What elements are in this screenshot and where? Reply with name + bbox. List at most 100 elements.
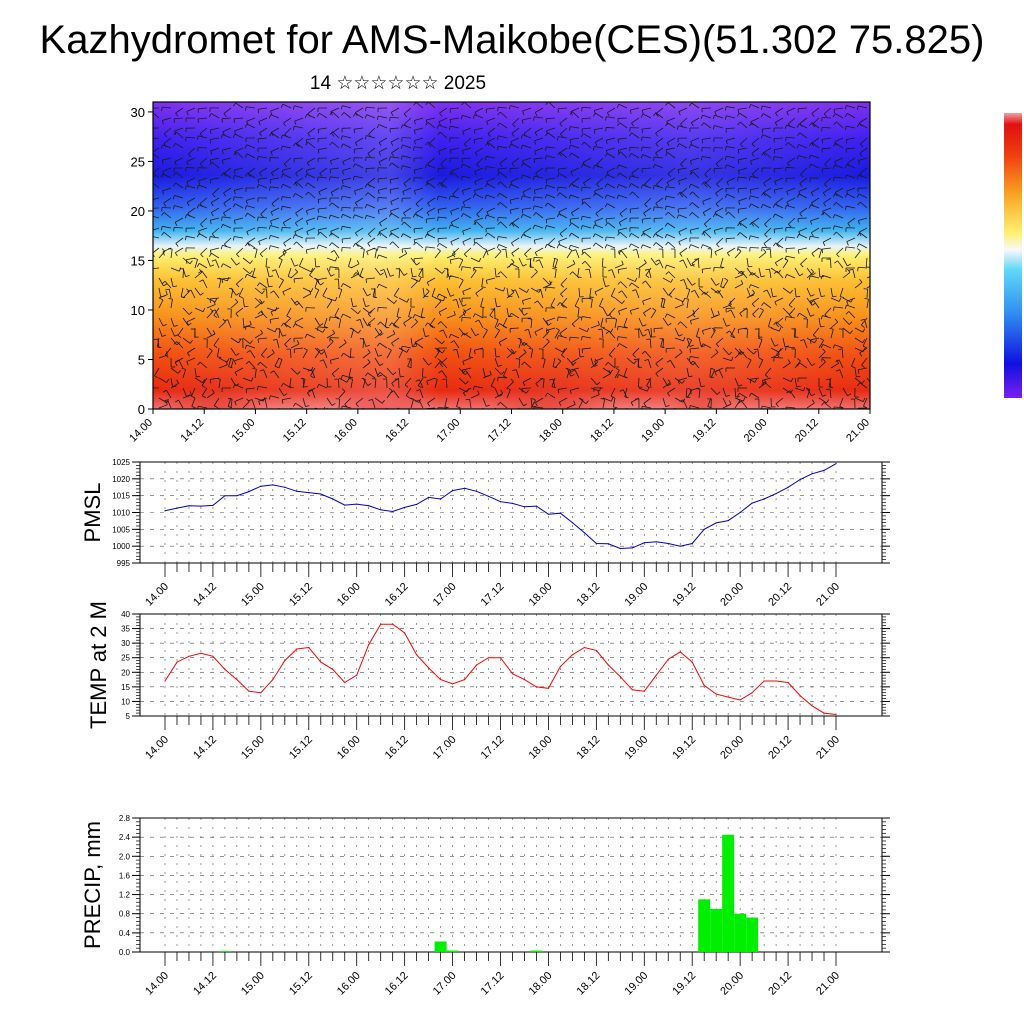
- wind-barb: [415, 342, 424, 349]
- wind-barb-flag: [516, 417, 520, 418]
- wind-barb-flag: [352, 112, 356, 117]
- wind-barb: [499, 323, 508, 329]
- wind-barb: [178, 399, 184, 409]
- wind-barb: [725, 127, 736, 129]
- wind-barb: [594, 146, 604, 149]
- wind-barb: [697, 258, 700, 269]
- wind-barb-flag: [360, 248, 365, 250]
- wind-barb-flag: [475, 293, 479, 297]
- wind-barb: [852, 269, 856, 279]
- wind-barb: [386, 267, 391, 277]
- wind-barb-flag: [498, 342, 502, 347]
- wind-barb: [859, 117, 868, 124]
- wind-barb-flag: [421, 316, 426, 319]
- wind-barb-flag: [221, 216, 223, 221]
- wind-barb-flag: [377, 321, 381, 326]
- wind-barb: [666, 233, 676, 239]
- wind-barb-flag: [655, 113, 659, 117]
- wind-barb-flag: [474, 171, 477, 176]
- wind-barb: [666, 195, 676, 199]
- y-tick-label: 1005: [112, 525, 130, 534]
- wind-barb-flag: [844, 205, 847, 211]
- wind-barb-flag: [580, 133, 584, 138]
- wind-barb: [506, 351, 514, 359]
- wind-barb: [414, 213, 424, 219]
- wind-barb: [264, 399, 268, 409]
- wind-barb: [187, 347, 196, 354]
- wind-barb-flag: [403, 212, 407, 217]
- wind-barb-flag: [256, 386, 259, 391]
- data-point: [715, 522, 717, 524]
- wind-barb: [762, 105, 772, 109]
- wind-barb: [606, 174, 616, 179]
- wind-barb-flag: [664, 222, 668, 227]
- wind-barb-flag: [200, 253, 204, 258]
- wind-barb-flag: [720, 286, 725, 289]
- wind-barb: [594, 357, 604, 362]
- wind-barb-flag: [599, 305, 604, 309]
- wind-barb: [726, 155, 736, 159]
- wind-barb: [734, 400, 741, 409]
- wind-barb: [746, 328, 749, 339]
- wind-barb-flag: [413, 169, 416, 174]
- wind-barb: [542, 283, 552, 289]
- wind-barb-flag: [329, 202, 333, 207]
- wind-barb: [486, 155, 496, 159]
- wind-barb: [199, 127, 208, 135]
- wind-barb: [389, 127, 400, 130]
- wind-barb-flag: [559, 123, 563, 127]
- wind-barb-flag: [593, 146, 595, 151]
- wind-barb-flag: [199, 268, 203, 273]
- wind-barb-flag: [559, 333, 563, 337]
- x-tick-label: 18.00: [527, 581, 555, 609]
- wind-barb: [431, 287, 436, 297]
- wind-barb-flag: [229, 357, 234, 360]
- wind-barb-flag: [425, 182, 429, 186]
- wind-barb: [486, 117, 496, 122]
- wind-barb: [206, 311, 214, 319]
- x-tick-label: 15.12: [287, 970, 315, 998]
- precip-bar: [446, 950, 459, 952]
- wind-barb: [276, 339, 280, 349]
- wind-barb: [523, 342, 532, 349]
- wind-barb-flag: [274, 365, 279, 369]
- wind-barb-flag: [546, 320, 549, 325]
- wind-barb-flag: [796, 144, 800, 149]
- wind-barb-flag: [223, 113, 227, 117]
- wind-barb: [206, 257, 211, 267]
- wind-barb-flag: [711, 327, 716, 331]
- wind-barb: [645, 267, 652, 276]
- wind-barb: [738, 207, 748, 210]
- wind-barb: [834, 176, 844, 179]
- wind-barb-flag: [452, 348, 457, 351]
- wind-barb: [470, 270, 477, 279]
- wind-barb: [462, 357, 472, 362]
- wind-barb-flag: [526, 288, 530, 293]
- wind-barb-flag: [161, 212, 165, 216]
- wind-barb-flag: [665, 152, 669, 156]
- wind-barb-flag: [737, 109, 740, 114]
- wind-barb-flag: [221, 172, 225, 177]
- wind-barb: [222, 134, 232, 139]
- wind-barb: [811, 122, 820, 129]
- wind-barb-flag: [664, 264, 667, 269]
- wind-barb-flag: [679, 399, 684, 402]
- wind-barb-flag: [340, 185, 343, 190]
- wind-barb: [213, 337, 220, 346]
- wind-barb: [570, 367, 580, 371]
- wind-barb: [170, 249, 173, 259]
- wind-barb: [818, 351, 826, 359]
- wind-barb-flag: [367, 153, 371, 157]
- wind-barb-flag: [425, 219, 427, 224]
- wind-barb-flag: [569, 370, 572, 375]
- x-tick-label: 19.12: [670, 734, 698, 762]
- wind-barb: [530, 400, 536, 409]
- wind-barb-flag: [244, 123, 248, 128]
- wind-barb-flag: [316, 244, 319, 249]
- wind-barb: [211, 161, 220, 169]
- y-tick-label: 1.6: [119, 871, 131, 880]
- wind-barb: [594, 217, 604, 222]
- wind-barb: [307, 387, 316, 394]
- wind-barb: [314, 279, 319, 289]
- wind-barb-flag: [168, 248, 173, 250]
